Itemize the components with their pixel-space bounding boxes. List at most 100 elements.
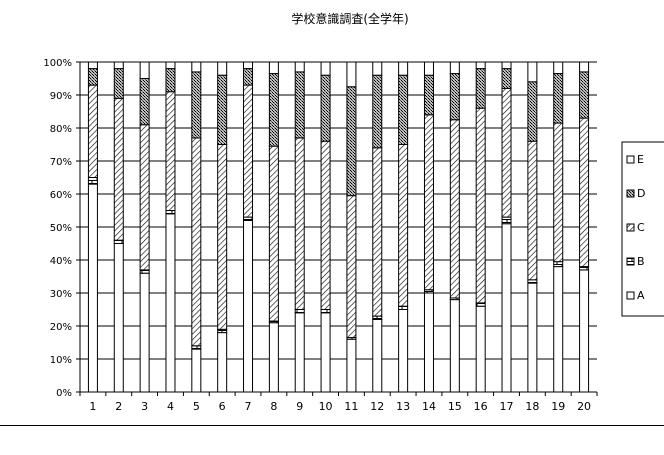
y-tick-label: 60% (50, 190, 72, 201)
bar-segment-a (320, 312, 331, 393)
bar-segment-c (87, 84, 98, 178)
bar-segment-e (191, 61, 202, 73)
x-tick-label: 20 (577, 400, 591, 413)
y-tick-label: 30% (50, 289, 72, 300)
x-tick-label: 19 (551, 400, 565, 413)
x-tick-label: 15 (448, 400, 462, 413)
legend: E D C B A (621, 141, 664, 317)
bar-segment-d (372, 74, 383, 149)
bar-segment-c (579, 117, 590, 268)
legend-swatch-b (626, 257, 635, 266)
x-tick-label: 9 (296, 400, 303, 413)
bar-segment-c (553, 122, 564, 263)
bar-segment-a (87, 183, 98, 393)
x-tick-label: 11 (344, 400, 358, 413)
bar-segment-d (553, 73, 564, 124)
bar-segment-e (553, 61, 564, 75)
bar-segment-b (501, 216, 512, 225)
bar-segment-a (398, 309, 409, 393)
bar-segment-d (346, 86, 357, 197)
bar-segment-c (527, 140, 538, 281)
legend-swatch-a (626, 291, 635, 300)
bar-segment-e (320, 61, 331, 76)
bar-segment-c (423, 114, 434, 291)
x-tick-label: 14 (422, 400, 436, 413)
x-tick-label: 6 (219, 400, 226, 413)
y-tick-label: 90% (50, 91, 72, 102)
bar-segment-e (398, 61, 409, 76)
x-tick-label: 10 (319, 400, 333, 413)
bar-segment-e (294, 61, 305, 73)
bar-segment-a (346, 338, 357, 393)
bar-segment-d (165, 68, 176, 93)
bar-segment-c (217, 144, 228, 330)
bar-segment-a (579, 269, 590, 393)
bar-segment-e (268, 61, 279, 75)
bar-segment-d (423, 74, 434, 116)
bar-segment-d (243, 68, 254, 86)
bar-segment-e (579, 61, 590, 73)
y-tick-label: 40% (50, 256, 72, 267)
x-tick-label: 3 (141, 400, 148, 413)
x-axis-ticks: 1 2 3 4 5 6 7 8 9 10 11 12 13 14 15 16 17 18 19 20 (79, 392, 598, 413)
bar-segment-a (217, 332, 228, 393)
bar-segment-d (87, 68, 98, 86)
legend-swatch-d (626, 189, 635, 198)
bar-segment-a (294, 312, 305, 393)
bar-segment-c (113, 97, 124, 241)
axes (79, 62, 597, 393)
bar-segment-a (475, 305, 486, 393)
bar-segment-a (372, 318, 383, 393)
bar-segment-e (501, 61, 512, 70)
bar-segment-e (165, 61, 176, 70)
bar-segment-a (527, 282, 538, 393)
bar-segment-c (191, 137, 202, 347)
x-tick-label: 4 (167, 400, 174, 413)
bar-segment-a (553, 266, 564, 393)
bar-segment-c (165, 91, 176, 211)
legend-label-a: A (637, 289, 645, 302)
bar-segment-a (449, 299, 460, 393)
bar-segment-d (527, 81, 538, 142)
y-tick-label: 100% (43, 58, 72, 69)
bar-segment-e (217, 61, 228, 76)
bar-segment-c (475, 107, 486, 304)
bar-segment-a (501, 223, 512, 393)
x-tick-label: 8 (270, 400, 277, 413)
y-tick-label: 50% (50, 223, 72, 234)
x-tick-label: 1 (89, 400, 96, 413)
bar-segment-c (294, 137, 305, 310)
bar-segment-e (139, 61, 150, 79)
legend-label-b: B (637, 255, 645, 268)
x-tick-label: 16 (474, 400, 488, 413)
bar-segment-e (449, 61, 460, 75)
x-tick-label: 5 (193, 400, 200, 413)
chart-title: 学校意識調査(全学年) (291, 11, 408, 26)
bar-segment-c (243, 84, 254, 218)
bar-segment-d (139, 78, 150, 126)
bar-segment-c (320, 140, 331, 310)
bar-segment-d (501, 68, 512, 89)
x-tick-label: 13 (396, 400, 410, 413)
bar-segment-d (294, 71, 305, 139)
y-tick-label: 20% (50, 322, 72, 333)
bar-segment-e (87, 61, 98, 70)
bar-segment-d (449, 73, 460, 121)
legend-swatch-e (626, 155, 635, 164)
bar-segment-d (113, 68, 124, 99)
bar-segment-c (346, 195, 357, 339)
bar-segment-c (268, 145, 279, 322)
x-tick-label: 12 (370, 400, 384, 413)
x-tick-label: 2 (115, 400, 122, 413)
y-tick-label: 80% (50, 124, 72, 135)
bar-segment-d (398, 74, 409, 145)
y-axis-ticks: 0% 10% 20% 30% 40% 50% 60% 70% 80% 90% 100% (43, 58, 80, 399)
bar-segment-c (449, 119, 460, 299)
bar-segment-c (501, 87, 512, 218)
bar-segment-c (372, 147, 383, 317)
legend-label-d: D (637, 187, 645, 200)
x-tick-label: 17 (500, 400, 514, 413)
bar-segment-e (527, 61, 538, 83)
gridlines (80, 61, 597, 393)
